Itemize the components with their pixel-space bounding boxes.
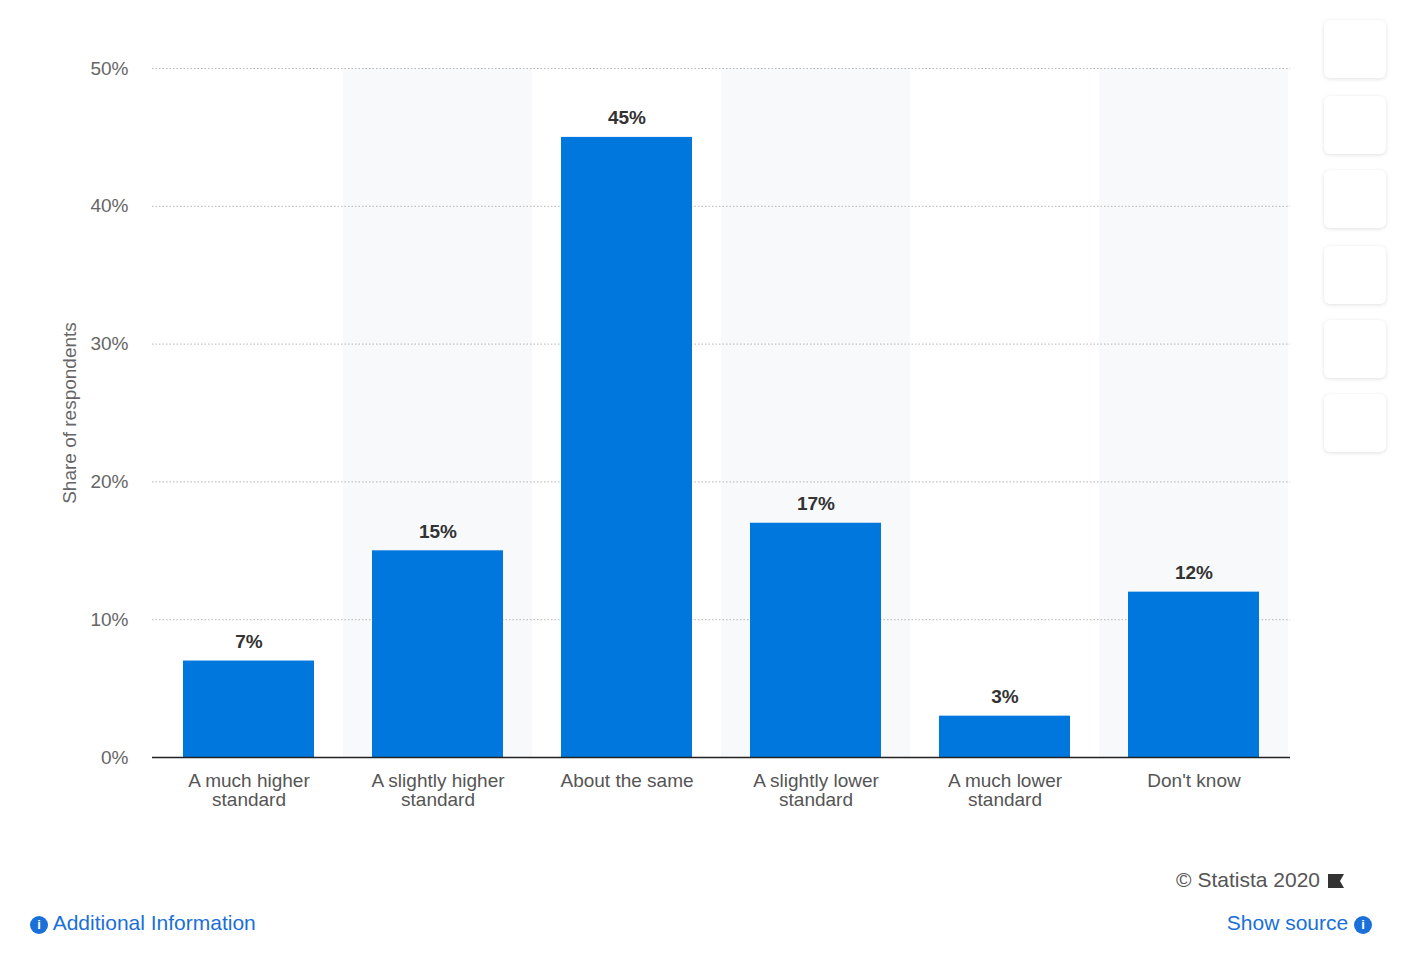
html-text:© Statista 2020: © Statista 2020 (1176, 868, 1320, 891)
svg-text:10%: 10% (90, 609, 128, 630)
svg-text:0%: 0% (101, 747, 129, 768)
svg-text:About the same: About the same (560, 770, 693, 791)
svg-text:A much higherstandard: A much higherstandard (188, 770, 310, 810)
svg-text:15%: 15% (419, 521, 457, 542)
svg-text:20%: 20% (90, 471, 128, 492)
svg-text:45%: 45% (608, 107, 646, 128)
svg-text:40%: 40% (90, 195, 128, 216)
svg-text:7%: 7% (235, 631, 263, 652)
svg-text:A much lowerstandard: A much lowerstandard (948, 770, 1063, 810)
svg-text:17%: 17% (797, 493, 835, 514)
html-text:Show source i: Show source i (1226, 911, 1365, 934)
svg-text:12%: 12% (1175, 562, 1213, 583)
html-text:i Additional Information: i Additional Information (37, 911, 256, 934)
svg-text:Don't know: Don't know (1147, 770, 1241, 791)
svg-text:A slightly higherstandard: A slightly higherstandard (371, 770, 505, 810)
svg-text:3%: 3% (991, 686, 1019, 707)
svg-text:A slightly lowerstandard: A slightly lowerstandard (753, 770, 879, 810)
svg-text:Share of respondents: Share of respondents (59, 322, 80, 504)
svg-text:50%: 50% (90, 58, 128, 79)
svg-text:30%: 30% (90, 333, 128, 354)
